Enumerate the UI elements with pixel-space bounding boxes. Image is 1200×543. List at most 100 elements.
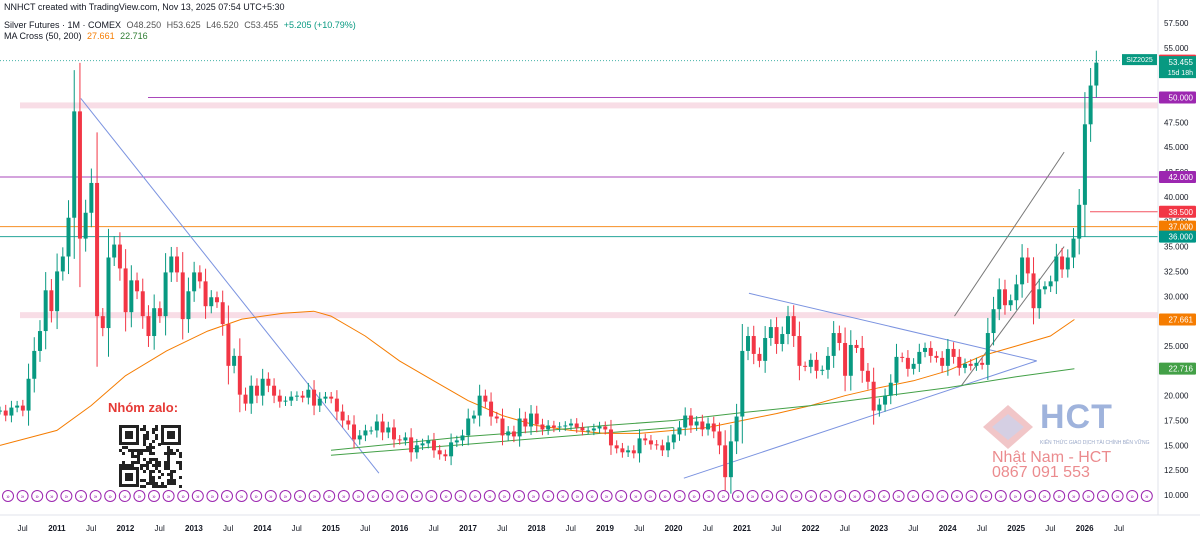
candle-body xyxy=(209,297,214,307)
qr-module xyxy=(158,461,161,464)
dividend-event-icon xyxy=(790,490,803,502)
last-price-box xyxy=(1159,56,1196,79)
qr-module xyxy=(179,464,182,467)
qr-module xyxy=(149,482,152,485)
candle-body xyxy=(985,333,990,365)
candle-body xyxy=(397,439,402,441)
candle-body xyxy=(391,427,396,440)
candle-body xyxy=(808,359,813,367)
qr-module xyxy=(143,440,146,443)
candle-body xyxy=(266,378,271,386)
candle-body xyxy=(300,395,305,398)
dividend-event-icon xyxy=(352,490,365,502)
dividend-event-icon xyxy=(60,490,73,502)
qr-module xyxy=(176,461,179,464)
qr-module xyxy=(140,464,143,467)
event-glyph-icon: » xyxy=(1087,495,1091,501)
qr-module xyxy=(167,467,170,470)
countdown-text: 15d 18h xyxy=(1168,70,1193,77)
candle-body xyxy=(848,344,853,376)
ma-label[interactable]: MA Cross (50, 200) xyxy=(4,31,82,41)
candle-body xyxy=(1002,289,1007,306)
candle-body xyxy=(1077,204,1082,239)
dividend-event-icon xyxy=(834,490,847,502)
qr-module xyxy=(143,428,146,431)
candle-body xyxy=(717,431,722,446)
qr-module xyxy=(128,449,131,452)
event-glyph-icon: » xyxy=(167,495,171,501)
candle-body xyxy=(671,434,676,443)
candle-body xyxy=(711,423,716,432)
candle-body xyxy=(780,334,785,344)
qr-module xyxy=(167,449,170,452)
price-label-text: 22.716 xyxy=(1169,365,1194,374)
dividend-event-icon xyxy=(644,490,657,502)
price-tick-label: 40.000 xyxy=(1164,193,1189,202)
dividend-event-icon xyxy=(848,490,861,502)
candle-body xyxy=(43,290,48,332)
time-tick-label: Jul xyxy=(86,524,96,533)
event-glyph-icon: » xyxy=(255,495,259,501)
candle-body xyxy=(163,272,168,317)
candle-body xyxy=(123,268,128,313)
dividend-event-icon xyxy=(425,490,438,502)
event-glyph-icon: » xyxy=(415,495,419,501)
candle-body xyxy=(751,336,756,354)
candle-body xyxy=(1048,281,1053,287)
candle-body xyxy=(837,333,842,343)
dividend-event-icon xyxy=(688,490,701,502)
event-glyph-icon: » xyxy=(955,495,959,501)
dividend-event-icon xyxy=(556,490,569,502)
time-tick-label: 2026 xyxy=(1076,524,1094,533)
candle-body xyxy=(831,333,836,356)
candle-body xyxy=(129,280,134,313)
symbol-label[interactable]: Silver Futures · 1M · COMEX xyxy=(4,20,122,30)
qr-module xyxy=(122,446,125,449)
candle-body xyxy=(860,347,865,371)
time-tick-label: Jul xyxy=(703,524,713,533)
qr-module xyxy=(170,473,173,476)
event-glyph-icon: » xyxy=(941,495,945,501)
candle-body xyxy=(500,418,505,436)
qr-module xyxy=(179,485,182,488)
time-tick-label: 2022 xyxy=(802,524,820,533)
qr-module xyxy=(152,458,155,461)
candle-body xyxy=(60,256,65,272)
dividend-event-icon xyxy=(118,490,131,502)
candle-body xyxy=(928,347,933,356)
candle-body xyxy=(214,297,219,303)
dividend-event-icon xyxy=(264,490,277,502)
candle-body xyxy=(763,338,768,361)
event-glyph-icon: » xyxy=(371,495,375,501)
dividend-event-icon xyxy=(1097,490,1109,502)
time-tick-label: Jul xyxy=(360,524,370,533)
trend-line xyxy=(960,246,1065,387)
event-glyph-icon: » xyxy=(882,495,886,501)
qr-module xyxy=(152,440,155,443)
qr-module xyxy=(170,476,173,479)
candle-body xyxy=(746,336,751,351)
dividend-event-icon xyxy=(16,490,29,502)
price-label-box xyxy=(1159,91,1196,104)
event-glyph-icon: » xyxy=(532,495,536,501)
price-label-text: 50.000 xyxy=(1169,93,1194,102)
dividend-event-icon xyxy=(381,490,394,502)
candle-body xyxy=(1060,256,1065,270)
candle-body xyxy=(529,413,534,427)
candle-body xyxy=(905,357,910,369)
price-tick-label: 10.000 xyxy=(1164,491,1189,500)
candle-body xyxy=(1082,124,1087,205)
candle-body xyxy=(894,356,899,383)
qr-module xyxy=(164,464,167,467)
event-glyph-icon: » xyxy=(561,495,565,501)
dividend-event-icon xyxy=(936,490,949,502)
qr-module xyxy=(140,452,143,455)
qr-finder-core xyxy=(125,473,133,481)
candle-body xyxy=(135,280,140,292)
event-glyph-icon: » xyxy=(196,495,200,501)
event-glyph-icon: » xyxy=(138,495,142,501)
qr-module xyxy=(134,461,137,464)
dividend-event-icon xyxy=(951,490,963,502)
qr-module xyxy=(149,458,152,461)
